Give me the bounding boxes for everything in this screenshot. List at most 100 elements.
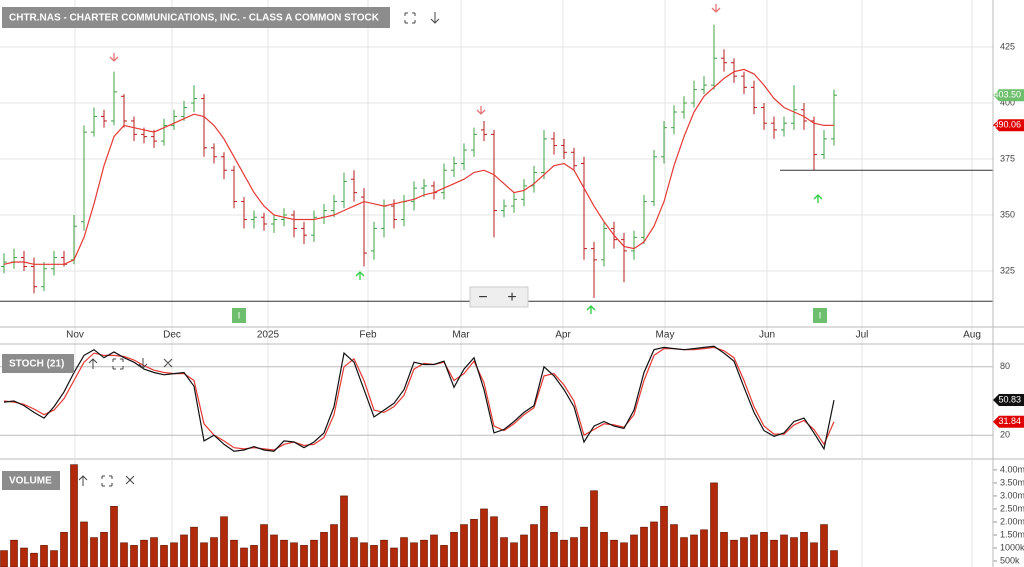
y-tick-label: 500k <box>1000 555 1020 565</box>
volume-bar <box>690 534 698 567</box>
volume-bar <box>810 542 818 567</box>
volume-bar <box>450 532 458 567</box>
y-tick-label: 2.00m <box>1000 516 1024 526</box>
volume-bar <box>210 537 218 567</box>
volume-bar <box>310 539 318 567</box>
y-tick-label: 1.50m <box>1000 529 1024 539</box>
volume-bar <box>60 532 68 567</box>
zoom-in-button[interactable]: + <box>507 289 516 306</box>
y-tick-label: 375 <box>1000 153 1015 163</box>
volume-bar <box>560 539 568 567</box>
price-tag-label: 390.06 <box>993 120 1021 130</box>
buy-arrow <box>355 271 365 280</box>
volume-bar <box>140 539 148 567</box>
sell-arrow <box>476 106 486 115</box>
volume-bar <box>110 506 118 567</box>
y-tick-label: 425 <box>1000 41 1015 51</box>
moving-average <box>3 68 835 265</box>
fullscreen-icon[interactable] <box>404 12 416 24</box>
price-tag <box>993 89 1024 102</box>
volume-badge <box>2 471 60 490</box>
volume-bar <box>680 537 688 567</box>
volume-bar <box>510 542 518 567</box>
price-tag-label: 31.84 <box>998 416 1021 426</box>
volume-bar <box>260 524 268 567</box>
zoom-out-button[interactable]: − <box>478 289 487 306</box>
volume-bar <box>800 532 808 567</box>
volume-bar <box>590 490 598 567</box>
volume-bar <box>350 537 358 567</box>
volume-bar <box>280 539 288 567</box>
volume-bar <box>40 545 48 567</box>
event-marker <box>232 308 246 323</box>
volume-title: VOLUME <box>9 476 52 487</box>
marks: Nov Dec 2025 Feb Mar Apr May Jun Jul Aug I I <box>0 0 997 567</box>
volume-bar <box>180 534 188 567</box>
volume-bar <box>360 542 368 567</box>
volume-bar <box>700 529 708 567</box>
y-tick-label: 350 <box>1000 209 1015 219</box>
chart-title: CHTR.NAS - CHARTER COMMUNICATIONS, INC. … <box>9 13 380 24</box>
volume-bar <box>740 537 748 567</box>
volume-bar <box>520 534 528 567</box>
volume-bar <box>390 547 398 567</box>
volume-bar <box>230 539 238 567</box>
volume-bar <box>710 482 718 567</box>
volume-bar <box>620 542 628 567</box>
volume-bar <box>490 516 498 567</box>
volume-bar <box>170 542 178 567</box>
volume-bar <box>270 534 278 567</box>
volume-bar <box>380 539 388 567</box>
volume-bar <box>610 539 618 567</box>
volume-bar <box>640 526 648 567</box>
volume-bar <box>340 495 348 567</box>
volume-bar <box>830 550 838 567</box>
y-tick-label: 20 <box>1000 430 1010 440</box>
volume-bar <box>160 545 168 567</box>
volume-bar <box>120 542 128 567</box>
download-icon[interactable] <box>430 12 440 24</box>
x-tick-label: Mar <box>452 330 470 341</box>
volume-bar <box>420 539 428 567</box>
volume-bar <box>790 537 798 567</box>
volume-bar <box>550 532 558 567</box>
volume-bar <box>530 524 538 567</box>
volume-bar <box>750 534 758 567</box>
y-tick-label: 3.00m <box>1000 490 1024 500</box>
volume-bar <box>400 537 408 567</box>
volume-bar <box>70 464 78 567</box>
volume-bar <box>470 519 478 567</box>
volume-bar <box>650 521 658 567</box>
volume-bar <box>660 506 668 567</box>
volume-bar <box>130 545 138 567</box>
stoch-line <box>3 346 835 451</box>
volume-bar <box>300 545 308 567</box>
volume-bar <box>50 550 58 567</box>
volume-bar <box>820 524 828 567</box>
price-tag-label: 403.50 <box>993 90 1021 100</box>
volume-bar <box>570 537 578 567</box>
volume-bar <box>30 552 38 567</box>
volume-bar <box>240 547 248 567</box>
volume-bar <box>0 550 8 567</box>
panel-icons[interactable] <box>88 358 173 370</box>
volume-bar <box>500 537 508 567</box>
panel-icons[interactable] <box>78 475 135 487</box>
event-marker-label: I <box>238 310 241 320</box>
volume-bar <box>250 545 258 567</box>
sell-arrow <box>711 4 721 13</box>
volume-bar <box>720 532 728 567</box>
y-tick-label: 325 <box>1000 265 1015 275</box>
volume-bar <box>410 542 418 567</box>
volume-bar <box>440 545 448 567</box>
volume-bar <box>430 534 438 567</box>
volume-bar <box>290 542 298 567</box>
title-badge <box>2 7 390 28</box>
price-tag-label: 50.83 <box>998 394 1021 404</box>
volume-bar <box>540 506 548 567</box>
volume-bar <box>20 547 28 567</box>
volume-bar <box>780 534 788 567</box>
event-marker <box>813 308 827 323</box>
volume-bar <box>480 508 488 567</box>
volume-bar <box>10 539 18 567</box>
